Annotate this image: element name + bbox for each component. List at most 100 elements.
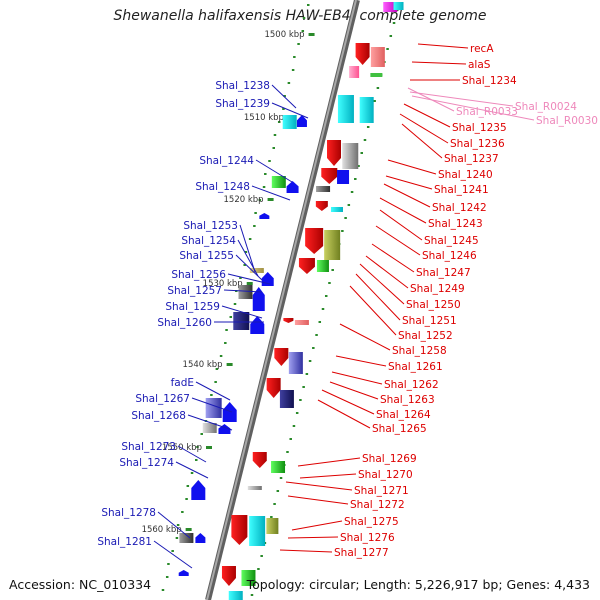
scale-tick-mark: [267, 198, 274, 201]
scale-tick-mark: [226, 363, 233, 366]
genome-backbone-highlight: [206, 0, 357, 600]
gene-label-shal-1276: Shal_1276: [340, 532, 395, 544]
tick-dot: [302, 17, 306, 19]
gene-label-shal-1255: Shal_1255: [179, 250, 234, 262]
gene-block: [330, 207, 343, 212]
tick-dot: [302, 386, 305, 388]
tick-dot: [297, 43, 300, 45]
tick-dot: [273, 503, 276, 505]
tick-dot: [287, 82, 291, 84]
leader-line: [255, 159, 293, 183]
gene-label-shal-1269: Shal_1269: [362, 453, 417, 465]
tick-dot: [233, 303, 237, 305]
tick-dot: [248, 238, 252, 240]
leader-line: [271, 102, 309, 119]
gene-arrow-reverse: [266, 378, 281, 398]
tick-dot: [276, 490, 280, 492]
gene-block: [370, 73, 383, 77]
leader-line: [385, 175, 433, 190]
scale-tick-mark: [205, 446, 212, 449]
gene-label-shal-1264: Shal_1264: [376, 409, 431, 421]
leader-line: [297, 457, 361, 467]
gene-label-shal-1248: Shal_1248: [195, 181, 250, 193]
gene-label-shal-1237: Shal_1237: [444, 153, 499, 165]
gene-block: [266, 518, 279, 534]
gene-label-shal-1243: Shal_1243: [428, 218, 483, 230]
gene-label-shal-1281: Shal_1281: [97, 536, 152, 548]
tick-dot: [224, 342, 227, 344]
tick-dot: [254, 212, 257, 214]
tick-dot: [165, 576, 169, 578]
tick-dot: [344, 217, 347, 219]
leader-line: [153, 540, 193, 569]
gene-block: [228, 591, 243, 600]
gene-arrow-reverse: [283, 318, 294, 323]
leader-line: [329, 381, 379, 400]
tick-dot: [354, 178, 357, 180]
leader-line: [375, 225, 421, 256]
tick-dot: [190, 472, 194, 474]
tick-dot: [268, 160, 271, 162]
leader-line: [251, 185, 291, 201]
tick-dot: [264, 173, 267, 175]
tick-dot: [318, 321, 322, 323]
gene-label-shal-1236: Shal_1236: [450, 138, 505, 150]
gene-label-shal-1267: Shal_1267: [135, 393, 190, 405]
leader-line: [335, 355, 387, 367]
scale-tick-label: 1500 kbp: [264, 30, 304, 40]
gene-label-shal-1270: Shal_1270: [358, 469, 413, 481]
gene-label-shal-1258: Shal_1258: [392, 345, 447, 357]
leader-line: [417, 43, 469, 49]
tick-dot: [239, 277, 242, 279]
tick-dot: [347, 204, 351, 206]
leader-line: [387, 159, 437, 175]
leader-line: [339, 323, 391, 351]
gene-label-alas: alaS: [468, 59, 491, 71]
tick-dot: [286, 451, 289, 453]
gene-arrow-forward: [195, 533, 206, 543]
tick-dot: [229, 316, 233, 318]
gene-arrow-forward: [222, 402, 237, 422]
gene-label-shal-1251: Shal_1251: [402, 315, 457, 327]
leader-line: [409, 91, 514, 107]
gene-arrow-forward: [191, 480, 206, 500]
tick-dot: [175, 537, 179, 539]
leader-line: [191, 397, 233, 413]
gene-label-shal-1271: Shal_1271: [354, 485, 409, 497]
gene-label-shal-1265: Shal_1265: [372, 423, 427, 435]
gene-block: [179, 533, 194, 543]
gene-block: [337, 95, 354, 123]
tick-dot: [331, 269, 334, 271]
leader-line: [287, 536, 339, 539]
gene-label-shal-1261: Shal_1261: [388, 361, 443, 373]
tick-dot: [315, 334, 318, 336]
tick-dot: [196, 446, 199, 448]
gene-arrow-forward: [250, 316, 265, 334]
gene-block: [247, 486, 262, 490]
gene-label-shal-1268: Shal_1268: [131, 410, 186, 422]
tick-dot: [341, 230, 344, 232]
tick-dot: [215, 368, 219, 370]
gene-block: [271, 176, 286, 188]
gene-block: [359, 97, 374, 123]
tick-dot: [282, 108, 285, 110]
gene-arrow-reverse: [274, 348, 289, 366]
gene-label-shal-1260: Shal_1260: [157, 317, 212, 329]
tick-dot: [214, 381, 217, 383]
tick-dot: [289, 438, 292, 440]
leader-line: [221, 305, 263, 319]
leader-line: [177, 445, 207, 463]
gene-arrow-forward: [286, 181, 299, 193]
tick-dot: [389, 35, 393, 37]
tick-dot: [357, 165, 360, 167]
leader-line: [317, 399, 371, 429]
tick-dot: [258, 199, 262, 201]
tick-dot: [260, 555, 263, 557]
gene-label-shal-1247: Shal_1247: [416, 267, 471, 279]
scale-tick-label: 1510 kbp: [244, 113, 284, 123]
leader-line: [383, 183, 431, 208]
leader-line: [279, 549, 333, 553]
gene-label-shal-1277: Shal_1277: [334, 547, 389, 559]
gene-block: [393, 2, 404, 10]
